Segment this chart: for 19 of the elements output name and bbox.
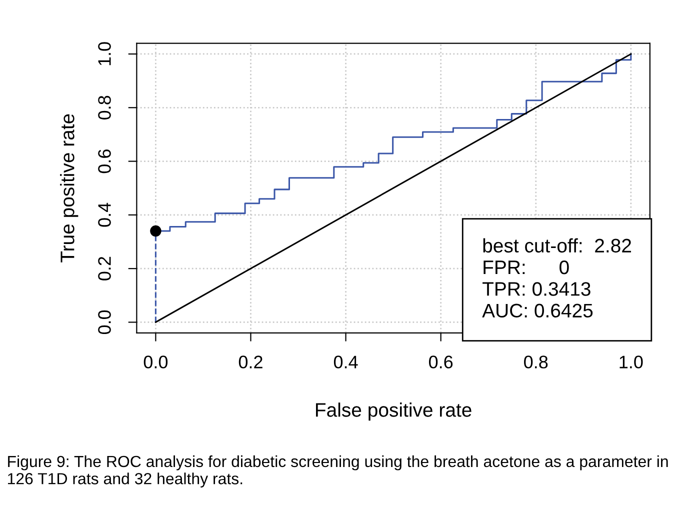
annotation: FPR: 0 [484, 260, 569, 274]
x-tick-label: 0.6 [428, 356, 453, 368]
y-tick-label: 0.0 [98, 310, 111, 334]
x-tick-label: 0.4 [334, 356, 358, 368]
y-tick-label: 0.6 [98, 150, 111, 174]
x-tick-label: 0.2 [238, 356, 262, 368]
x-axis-title: False positive rate [316, 402, 472, 421]
x-tick-label: 1.0 [620, 356, 643, 368]
y-tick-label: 0.2 [98, 256, 111, 280]
y-axis-title: True positive rate [60, 114, 78, 262]
annotation: best cut-off: 2.82 [483, 238, 632, 253]
y-tick-label: 0.4 [98, 202, 111, 227]
y-tick-label: 1.0 [98, 42, 111, 66]
caption: Figure 9: The ROC analysis for diabetic screening using the breath acetone as a parameter in 126 T1D rats and 32 healthy rats. [8, 455, 668, 488]
x-tick-label: 0.8 [524, 356, 548, 368]
annotation: AUC: 0.6425 [482, 304, 593, 318]
x-tick-label: 0.0 [144, 356, 168, 368]
y-tick-label: 0.8 [98, 96, 111, 120]
annotation: TPR: 0.3413 [482, 282, 590, 296]
